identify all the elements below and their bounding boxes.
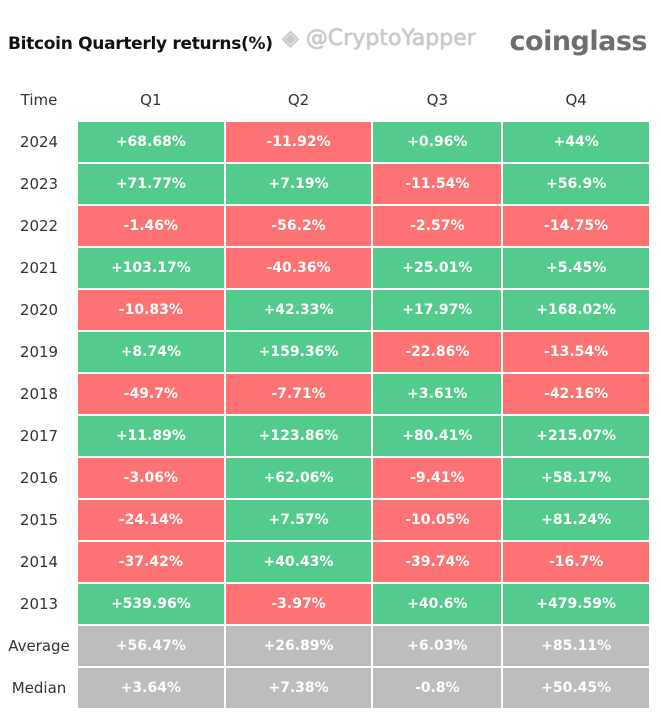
return-cell: +6.03%: [373, 626, 502, 666]
row-label: 2014: [19, 553, 59, 571]
return-cell: -2.57%: [373, 206, 502, 246]
return-cell: -7.71%: [225, 374, 372, 414]
return-cell: -56.2%: [225, 206, 372, 246]
return-cell: -10.05%: [373, 500, 502, 540]
row-label: 2015: [19, 511, 59, 529]
column-header: Q2: [287, 91, 310, 109]
return-cell: -1.46%: [78, 206, 224, 246]
return-cell: +71.77%: [78, 164, 224, 204]
return-cell: +50.45%: [503, 668, 649, 708]
row-label: 2016: [19, 469, 59, 487]
row-label: Median: [11, 679, 67, 697]
return-cell: -22.86%: [373, 332, 502, 372]
return-cell: +539.96%: [78, 584, 224, 624]
return-cell: +3.61%: [373, 374, 502, 414]
return-cell: +159.36%: [225, 332, 372, 372]
table-row: 2024 +68.68% -11.92% +0.96% +44%: [2, 122, 649, 162]
return-cell: -11.92%: [225, 122, 372, 162]
return-cell: -9.41%: [373, 458, 502, 498]
return-cell: -3.97%: [225, 584, 372, 624]
return-cell: -49.7%: [78, 374, 224, 414]
return-cell: +80.41%: [373, 416, 502, 456]
return-cell: -13.54%: [503, 332, 649, 372]
return-cell: +215.07%: [503, 416, 649, 456]
table-row: 2021 +103.17% -40.36% +25.01% +5.45%: [2, 248, 649, 288]
return-cell: -37.42%: [78, 542, 224, 582]
table-row: 2019 +8.74% +159.36% -22.86% -13.54%: [2, 332, 649, 372]
row-label: 2023: [19, 175, 59, 193]
table-row: 2013 +539.96% -3.97% +40.6% +479.59%: [2, 584, 649, 624]
coinglass-logo: coinglass: [509, 26, 648, 57]
column-header: Q3: [426, 91, 448, 109]
return-cell: -39.74%: [373, 542, 502, 582]
row-label: 2017: [19, 427, 59, 445]
watermark: ◈ @CryptoYapper: [282, 26, 476, 51]
return-cell: +168.02%: [503, 290, 649, 330]
table-row: 2022 -1.46% -56.2% -2.57% -14.75%: [2, 206, 649, 246]
return-cell: +5.45%: [503, 248, 649, 288]
header-row: Time Q1 Q2 Q3 Q4: [2, 80, 649, 120]
return-cell: +40.6%: [373, 584, 502, 624]
return-cell: -3.06%: [78, 458, 224, 498]
return-cell: +11.89%: [78, 416, 224, 456]
return-cell: -0.8%: [373, 668, 502, 708]
return-cell: +17.97%: [373, 290, 502, 330]
row-label: 2013: [19, 595, 59, 613]
return-cell: +56.47%: [78, 626, 224, 666]
return-cell: -11.54%: [373, 164, 502, 204]
return-cell: -40.36%: [225, 248, 372, 288]
table-row: 2020 -10.83% +42.33% +17.97% +168.02%: [2, 290, 649, 330]
chart-title: Bitcoin Quarterly returns(%): [8, 34, 273, 54]
return-cell: -10.83%: [78, 290, 224, 330]
return-cell: +7.38%: [225, 668, 372, 708]
return-cell: +7.57%: [225, 500, 372, 540]
return-cell: +42.33%: [225, 290, 372, 330]
row-label: 2020: [19, 301, 59, 319]
return-cell: +85.11%: [503, 626, 649, 666]
row-label: 2018: [19, 385, 59, 403]
table-row: Average +56.47% +26.89% +6.03% +85.11%: [2, 626, 649, 666]
return-cell: +62.06%: [225, 458, 372, 498]
return-cell: +56.9%: [503, 164, 649, 204]
return-cell: +40.43%: [225, 542, 372, 582]
return-cell: +58.17%: [503, 458, 649, 498]
row-label: 2022: [19, 217, 59, 235]
row-label: 2021: [19, 259, 59, 277]
table-row: 2016 -3.06% +62.06% -9.41% +58.17%: [2, 458, 649, 498]
return-cell: +7.19%: [225, 164, 372, 204]
binance-icon: ◈: [282, 26, 299, 51]
returns-table: Time Q1 Q2 Q3 Q4 2024 +68.68% -11.92% +0.96% +44…: [0, 78, 651, 710]
column-header: Time: [20, 91, 58, 109]
return-cell: +103.17%: [78, 248, 224, 288]
table-row: 2015 -24.14% +7.57% -10.05% +81.24%: [2, 500, 649, 540]
return-cell: +123.86%: [225, 416, 372, 456]
return-cell: -24.14%: [78, 500, 224, 540]
column-header: Q1: [140, 91, 162, 109]
return-cell: -14.75%: [503, 206, 649, 246]
return-cell: +44%: [503, 122, 649, 162]
return-cell: +3.64%: [78, 668, 224, 708]
table-row: 2018 -49.7% -7.71% +3.61% -42.16%: [2, 374, 649, 414]
return-cell: +68.68%: [78, 122, 224, 162]
row-label: 2019: [19, 343, 59, 361]
return-cell: -42.16%: [503, 374, 649, 414]
row-label: 2024: [19, 133, 59, 151]
return-cell: +26.89%: [225, 626, 372, 666]
table-row: 2023 +71.77% +7.19% -11.54% +56.9%: [2, 164, 649, 204]
return-cell: -16.7%: [503, 542, 649, 582]
return-cell: +0.96%: [373, 122, 502, 162]
table-row: 2017 +11.89% +123.86% +80.41% +215.07%: [2, 416, 649, 456]
return-cell: +25.01%: [373, 248, 502, 288]
return-cell: +8.74%: [78, 332, 224, 372]
return-cell: +81.24%: [503, 500, 649, 540]
table-row: Median +3.64% +7.38% -0.8% +50.45%: [2, 668, 649, 708]
watermark-text: @CryptoYapper: [305, 26, 476, 51]
row-label: Average: [8, 637, 70, 655]
column-header: Q4: [565, 91, 587, 109]
table-row: 2014 -37.42% +40.43% -39.74% -16.7%: [2, 542, 649, 582]
return-cell: +479.59%: [503, 584, 649, 624]
